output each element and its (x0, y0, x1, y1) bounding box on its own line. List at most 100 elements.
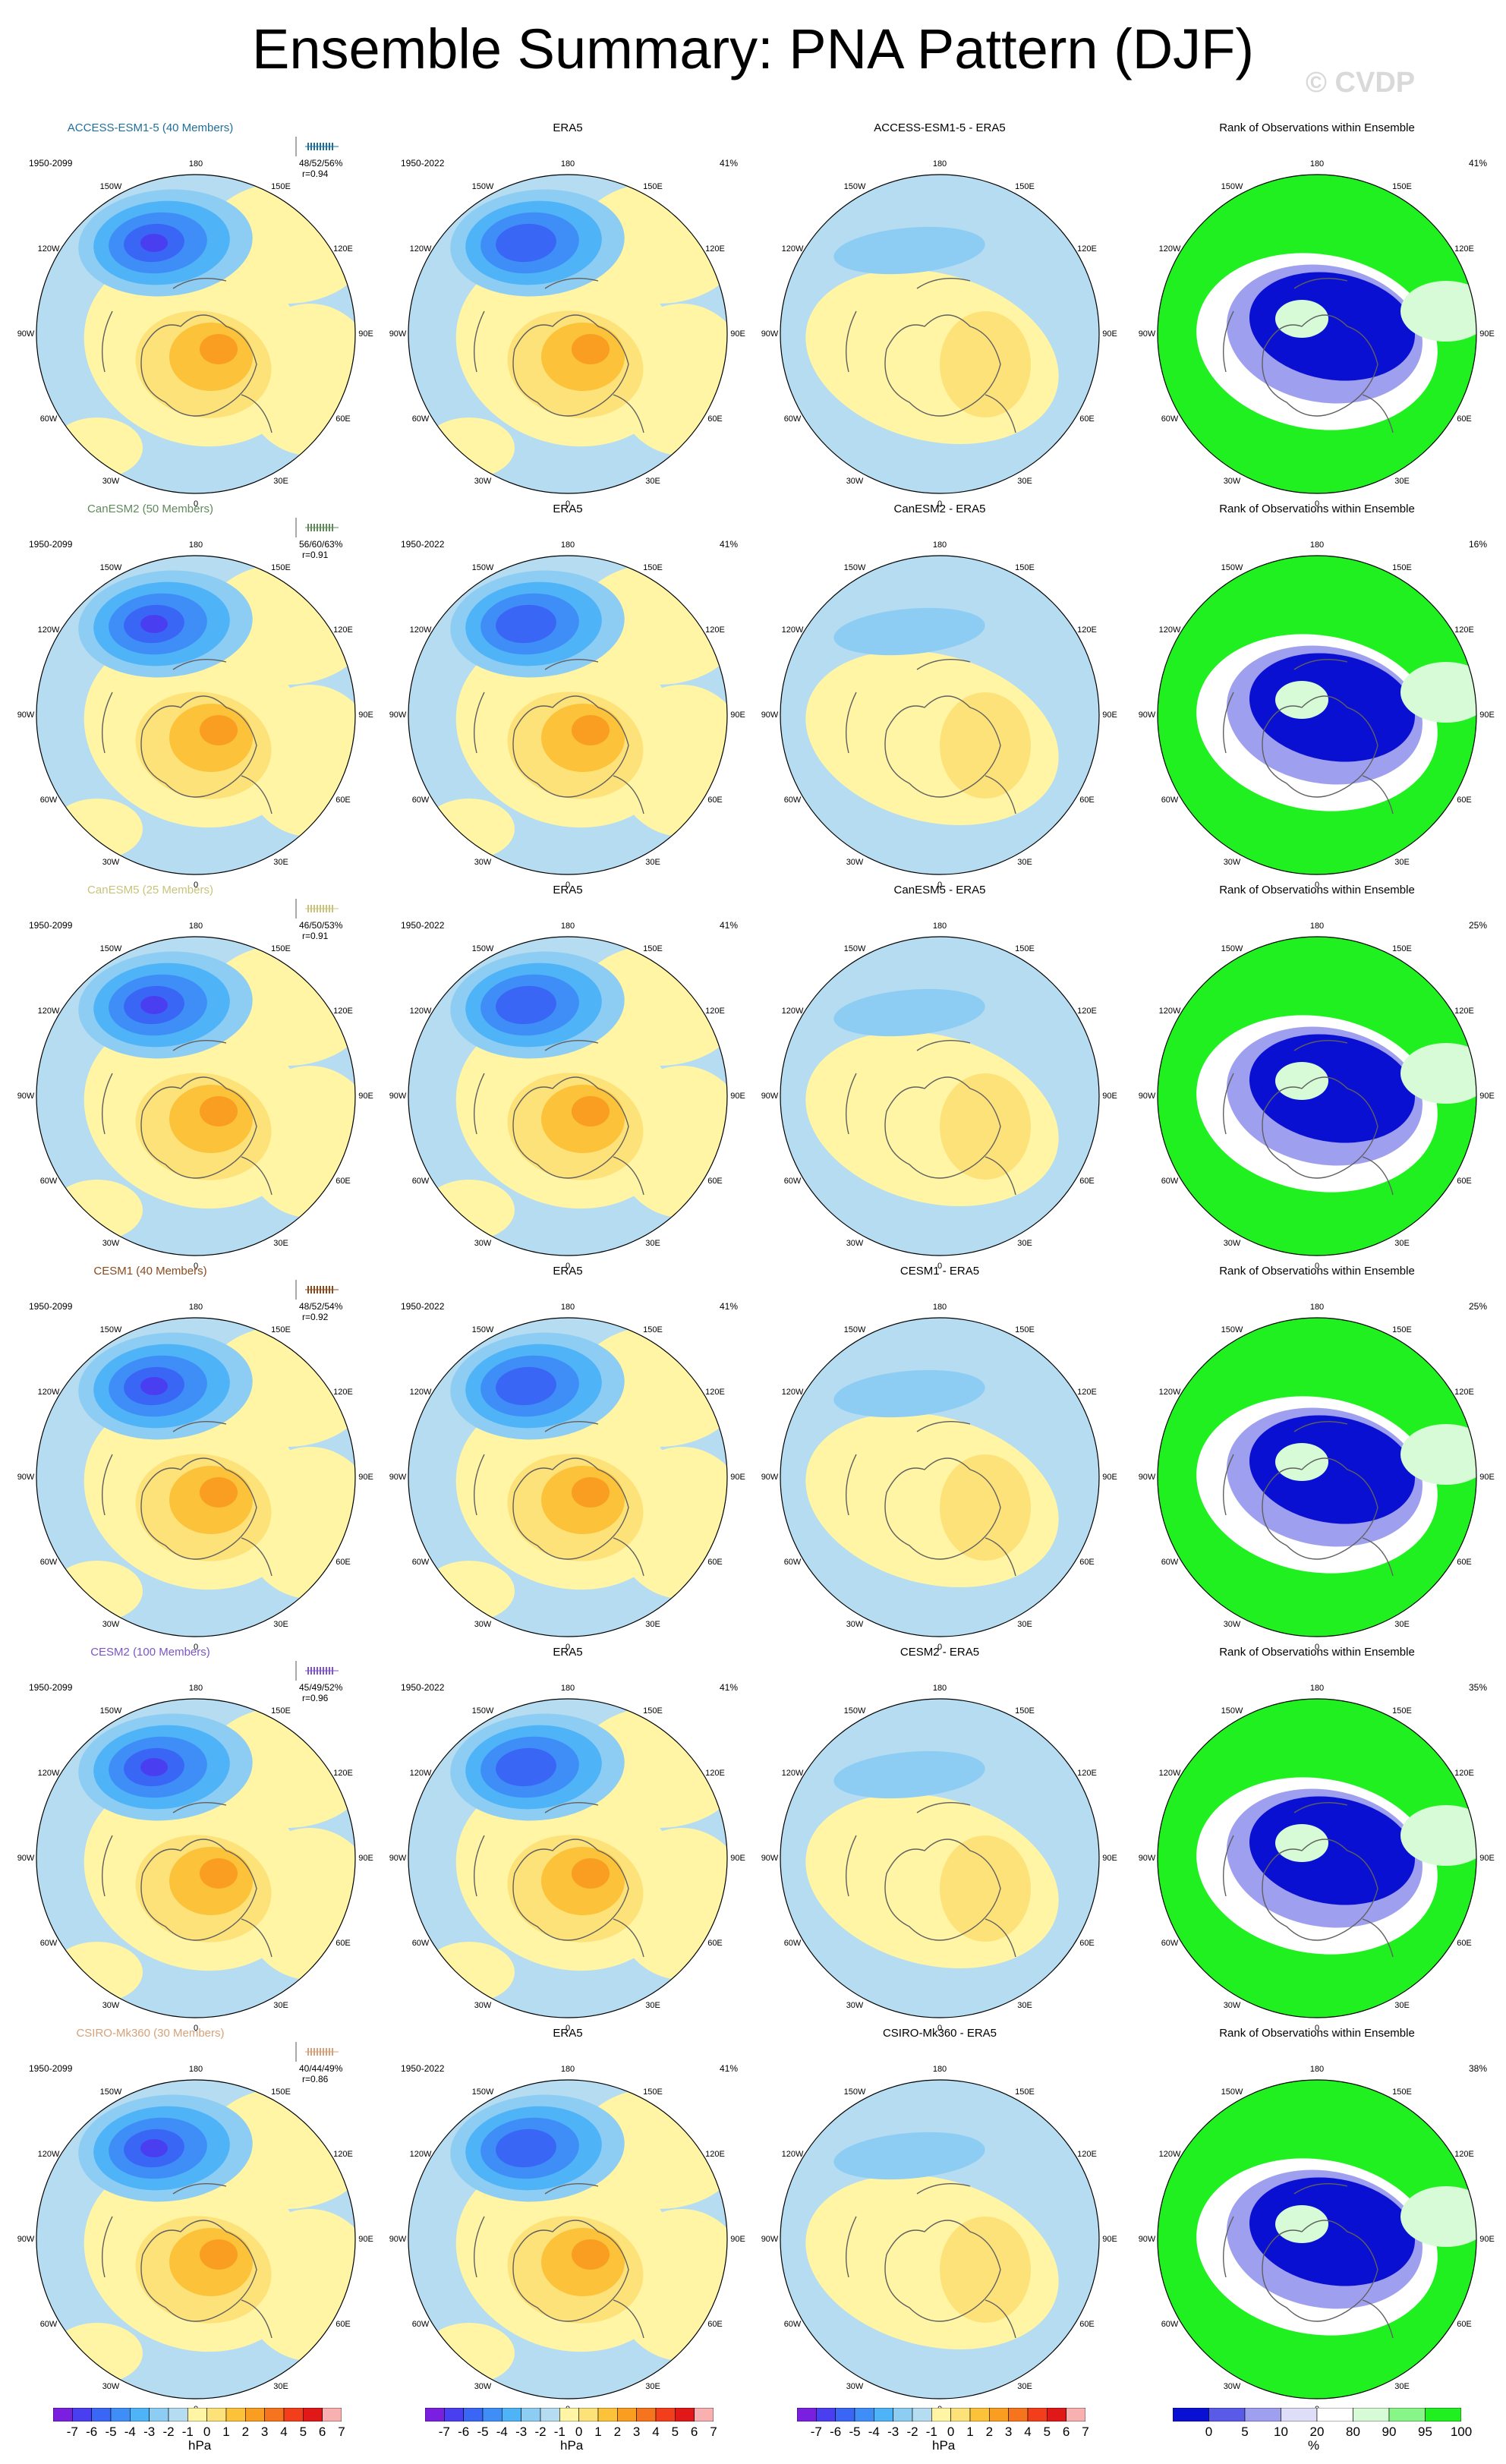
lon-label: 180 (560, 540, 575, 550)
lon-label: 120E (705, 1007, 725, 1016)
lon-label: 30W (102, 857, 120, 867)
lon-label: 60E (1457, 1177, 1472, 1186)
colorbar-tick-label: 1 (222, 2425, 230, 2439)
negative-anomaly (833, 607, 985, 656)
lon-label: 90E (730, 1092, 745, 1101)
colorbar-swatch (130, 2408, 150, 2421)
colorbar-hpa-col3: -7 -6 -5 -4 -3 -2 -1 0 1 2 3 4 5 6 7 hPa (797, 2408, 1089, 2453)
positive-anomaly (200, 2239, 238, 2270)
positive-anomaly (424, 1180, 515, 1240)
colorbar-swatch (989, 2408, 1009, 2421)
model-title: CSIRO-Mk360 (30 Members) (76, 2027, 225, 2040)
positive-anomaly (940, 692, 1031, 799)
lon-label: 150E (271, 563, 291, 572)
lon-label: 120E (705, 2150, 725, 2159)
lon-label: 90W (389, 329, 407, 339)
rank-region (1249, 2177, 1416, 2286)
polar-map (408, 174, 728, 494)
colorbar-tick-label: 0 (947, 2425, 955, 2439)
lon-label: 120E (1077, 2150, 1097, 2159)
lon-label: 180 (188, 2065, 203, 2074)
map-border (780, 555, 1100, 875)
map-border (1157, 936, 1477, 1256)
rank-percent: 25% (1469, 1301, 1488, 1312)
lon-label: 150E (1392, 182, 1412, 191)
colorbar-tick-label: 6 (690, 2425, 698, 2439)
colorbar-swatch (225, 2408, 246, 2421)
lon-label: 30E (645, 857, 660, 867)
lon-label: 150W (1221, 182, 1243, 191)
lon-label: 90E (358, 329, 373, 339)
lon-label: 120E (1454, 2150, 1474, 2159)
copyright-label: © CVDP (1306, 67, 1416, 99)
rank-percent: 38% (1469, 2063, 1488, 2074)
lon-label: 180 (1309, 1303, 1325, 1312)
negative-anomaly (833, 226, 985, 275)
difference-title: CESM1 - ERA5 (900, 1265, 980, 1278)
lon-label: 150E (271, 182, 291, 191)
lon-label: 30E (1017, 476, 1032, 486)
colorbar-unit: hPa (932, 2438, 956, 2453)
lon-label: 0 (1314, 499, 1320, 509)
ensemble-stats: 46/50/53% (299, 920, 343, 931)
colorbar-swatch (1388, 2408, 1426, 2421)
lon-label: 30W (846, 1238, 864, 1248)
negative-anomaly (140, 1377, 168, 1395)
lon-label: 120W (781, 2150, 804, 2159)
colorbar-unit: hPa (560, 2438, 584, 2453)
colorbar-tick-label: 90 (1382, 2425, 1397, 2439)
page-title: Ensemble Summary: PNA Pattern (DJF) (251, 17, 1255, 80)
lon-label: 90E (730, 1854, 745, 1863)
lon-label: 90E (1479, 1092, 1495, 1101)
colorbar-tick-label: -7 (810, 2425, 822, 2439)
lon-label: 150E (643, 1706, 663, 1716)
colorbar-hpa-col2: -7 -6 -5 -4 -3 -2 -1 0 1 2 3 4 5 6 7 hPa (425, 2408, 717, 2453)
lon-label: 30W (474, 2000, 492, 2010)
lon-label: 60E (1079, 1939, 1095, 1948)
colorbar-tick-label: 7 (338, 2425, 345, 2439)
lon-label: 120W (37, 1007, 60, 1016)
difference-title: CanESM5 - ERA5 (893, 884, 986, 896)
map-border (1157, 174, 1477, 494)
colorbar-swatch (245, 2408, 265, 2421)
lon-label: 90W (1138, 1854, 1156, 1863)
colorbar-swatch (1047, 2408, 1066, 2421)
polar-map (780, 2079, 1100, 2399)
lon-label: 90E (1102, 2235, 1117, 2244)
coastline (846, 658, 1016, 815)
lon-label: 150W (99, 2087, 122, 2097)
colorbar-tick-label: 7 (710, 2425, 717, 2439)
lon-label: 150W (471, 2087, 494, 2097)
lon-label: 60W (783, 796, 802, 805)
lon-label: 180 (932, 922, 947, 931)
lon-label: 30W (102, 1619, 120, 1629)
colorbar-tick-label: 5 (299, 2425, 307, 2439)
rank-region (1275, 2205, 1328, 2243)
difference-title: CSIRO-Mk360 - ERA5 (882, 2027, 997, 2040)
lon-label: 60E (707, 796, 723, 805)
model-period: 1950-2099 (29, 1301, 73, 1312)
colorbar-swatch (540, 2408, 560, 2421)
lon-label: 90E (1102, 711, 1117, 720)
colorbar-swatch (874, 2408, 893, 2421)
lon-label: 30W (846, 476, 864, 486)
colorbar-swatch (149, 2408, 169, 2421)
rank-title: Rank of Observations within Ensemble (1219, 1265, 1415, 1278)
negative-anomaly (496, 604, 556, 644)
lon-label: 60W (39, 1939, 58, 1948)
rank-region (1400, 662, 1476, 723)
colorbar-swatch (264, 2408, 285, 2421)
rank-percent: 16% (1469, 539, 1488, 550)
lon-label: 60W (1161, 414, 1179, 424)
positive-anomaly (52, 1561, 143, 1621)
lon-label: 90W (761, 711, 779, 720)
colorbar-tick-label: -3 (887, 2425, 900, 2439)
lon-label: 90W (761, 329, 779, 339)
colorbar-tick-label: 0 (1205, 2425, 1213, 2439)
lon-label: 60E (707, 1558, 723, 1567)
colorbar-swatch (1425, 2408, 1461, 2421)
negative-anomaly (140, 996, 168, 1014)
lon-label: 30E (1394, 857, 1410, 867)
lon-label: 30E (645, 476, 660, 486)
lon-label: 180 (1309, 159, 1325, 169)
